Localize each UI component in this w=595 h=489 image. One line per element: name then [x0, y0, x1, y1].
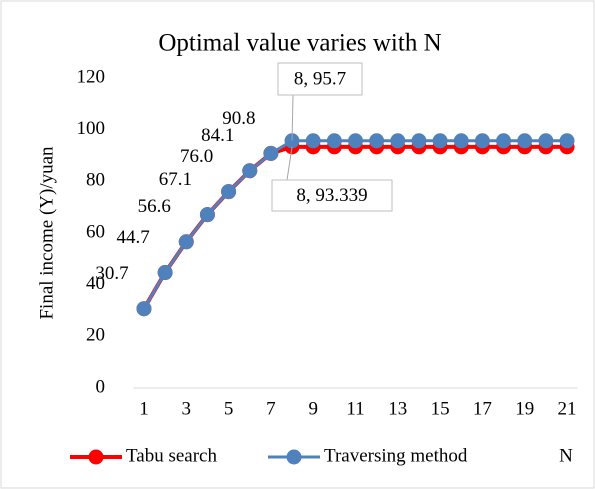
legend-marker: [286, 449, 302, 465]
data-point: [157, 265, 173, 281]
x-axis-label: N: [559, 445, 573, 466]
legend-label: Tabu search: [126, 445, 217, 466]
y-tick-label: 60: [86, 221, 105, 242]
data-label: 84.1: [201, 125, 234, 146]
x-tick-label: 13: [388, 398, 407, 419]
x-tick-label: 5: [224, 398, 234, 419]
data-point: [538, 133, 554, 149]
data-point: [411, 133, 427, 149]
data-label: 76.0: [180, 146, 213, 167]
x-tick-label: 19: [515, 398, 534, 419]
data-point: [242, 163, 258, 179]
callout-leader: [291, 94, 294, 141]
y-tick-label: 80: [86, 170, 105, 191]
annotation: 8, 95.7: [294, 68, 346, 89]
data-point: [178, 234, 194, 250]
data-point: [517, 133, 533, 149]
x-tick-label: 7: [266, 398, 276, 419]
data-point: [221, 184, 237, 200]
data-point: [305, 133, 321, 149]
callout-box: [271, 179, 393, 212]
data-point: [199, 207, 215, 223]
chart-title: Optimal value varies with N: [158, 30, 441, 57]
data-point: [496, 133, 512, 149]
data-point: [348, 133, 363, 149]
data-label: 90.8: [222, 108, 255, 129]
data-point: [432, 133, 448, 149]
data-point: [474, 133, 490, 149]
x-tick-label: 1: [139, 398, 149, 419]
data-label: 44.7: [117, 227, 150, 248]
data-label: 67.1: [159, 169, 192, 190]
data-point: [136, 301, 152, 317]
callout-box: [277, 62, 363, 96]
y-axis-label: Final income (Y)/yuan: [36, 146, 57, 320]
data-label: 30.7: [95, 263, 128, 284]
legend-marker: [88, 449, 104, 465]
x-tick-label: 3: [182, 398, 192, 419]
y-tick-label: 100: [77, 118, 106, 139]
data-point: [390, 133, 406, 149]
y-tick-label: 40: [86, 273, 105, 294]
data-label: 56.6: [138, 196, 171, 217]
y-tick-label: 120: [77, 66, 106, 87]
data-point: [263, 145, 279, 161]
x-tick-label: 9: [308, 398, 318, 419]
x-tick-label: 21: [558, 398, 577, 419]
legend-label: Traversing method: [324, 445, 468, 466]
y-tick-label: 20: [86, 325, 105, 346]
annotation: 8, 93.339: [296, 185, 367, 206]
x-tick-label: 15: [431, 398, 450, 419]
data-point: [326, 133, 342, 149]
x-tick-label: 11: [346, 398, 364, 419]
data-point: [453, 133, 469, 149]
data-point: [559, 133, 575, 149]
x-tick-label: 17: [473, 398, 492, 419]
data-point: [369, 133, 385, 149]
callout-leader: [286, 146, 293, 181]
y-tick-label: 0: [96, 376, 106, 397]
